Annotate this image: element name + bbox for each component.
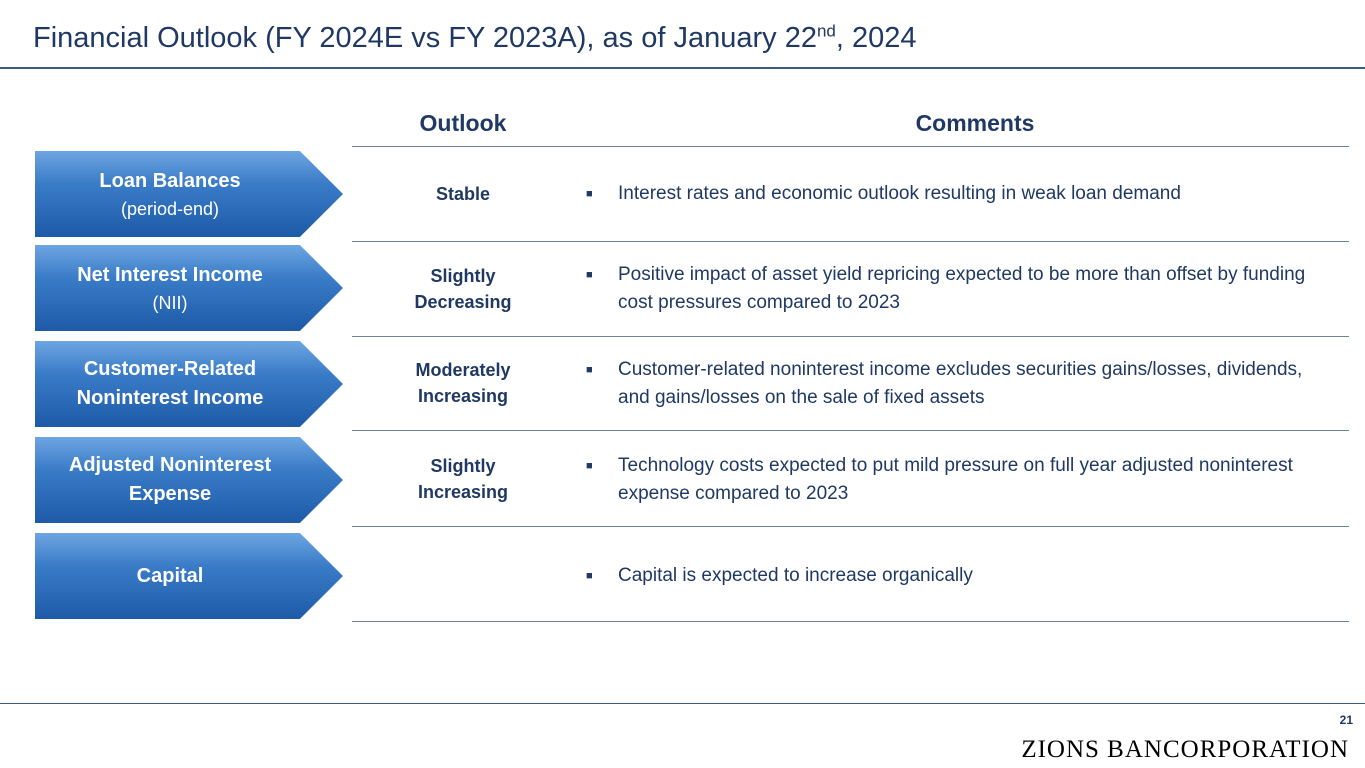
footer-divider <box>0 703 1365 704</box>
row-label-main: Capital <box>136 564 204 587</box>
row-label-arrow-loan-balances: Loan Balances (period-end) <box>35 151 343 237</box>
page-number: 21 <box>1339 713 1353 727</box>
outlook-value: Slightly Decreasing <box>414 266 512 312</box>
company-logo: ZIONS BANCORPORATION <box>1021 736 1349 763</box>
row-label-main: Net Interest Income <box>77 263 263 286</box>
page-title: Financial Outlook (FY 2024E vs FY 2023A)… <box>33 22 917 55</box>
comment-text: Positive impact of asset yield repricing… <box>618 264 1306 313</box>
square-bullet-icon: ■ <box>586 269 593 281</box>
row-label-arrow-customer-related-noninterest-income: Customer-Related Noninterest Income <box>35 341 343 427</box>
row-label-sub: (NII) <box>152 292 188 313</box>
row-divider <box>352 336 1349 337</box>
square-bullet-icon: ■ <box>586 460 593 472</box>
outlook-value: Moderately Increasing <box>415 360 511 406</box>
comment: ■ Customer-related noninterest income ex… <box>586 356 1326 412</box>
row-label-main: Customer-Related Noninterest Income <box>76 358 264 409</box>
square-bullet-icon: ■ <box>586 188 593 200</box>
square-bullet-icon: ■ <box>586 570 593 582</box>
page-title-suffix: , 2024 <box>835 22 917 54</box>
row-divider <box>352 146 1349 147</box>
row-divider <box>352 526 1349 527</box>
outlook-value: Stable <box>435 184 491 204</box>
page-title-main: Financial Outlook (FY 2024E vs FY 2023A)… <box>33 22 817 54</box>
outlook-value: Slightly Increasing <box>417 456 509 502</box>
comment-text: Interest rates and economic outlook resu… <box>618 183 1181 204</box>
comments-column-header: Comments <box>915 110 1035 136</box>
comment: ■ Capital is expected to increase organi… <box>586 562 1326 590</box>
page-title-superscript: nd <box>816 21 836 41</box>
row-divider <box>352 241 1349 242</box>
comment: ■ Positive impact of asset yield reprici… <box>586 261 1326 317</box>
row-label-arrow-capital: Capital <box>35 533 343 619</box>
title-divider <box>0 67 1365 69</box>
row-divider <box>352 430 1349 431</box>
row-label-arrow-net-interest-income: Net Interest Income (NII) <box>35 245 343 331</box>
row-label-main: Adjusted Noninterest Expense <box>68 454 272 505</box>
row-label-arrow-adjusted-noninterest-expense: Adjusted Noninterest Expense <box>35 437 343 523</box>
comment: ■ Interest rates and economic outlook re… <box>586 180 1326 208</box>
row-label-main: Loan Balances <box>99 169 241 192</box>
comment-text: Technology costs expected to put mild pr… <box>618 455 1293 504</box>
comment: ■ Technology costs expected to put mild … <box>586 452 1326 508</box>
comment-text: Capital is expected to increase organica… <box>618 565 973 586</box>
comment-text: Customer-related noninterest income excl… <box>618 359 1303 408</box>
row-label-sub: (period-end) <box>120 198 220 219</box>
outlook-column-header: Outlook <box>419 110 507 136</box>
square-bullet-icon: ■ <box>586 364 593 376</box>
row-divider <box>352 621 1349 622</box>
